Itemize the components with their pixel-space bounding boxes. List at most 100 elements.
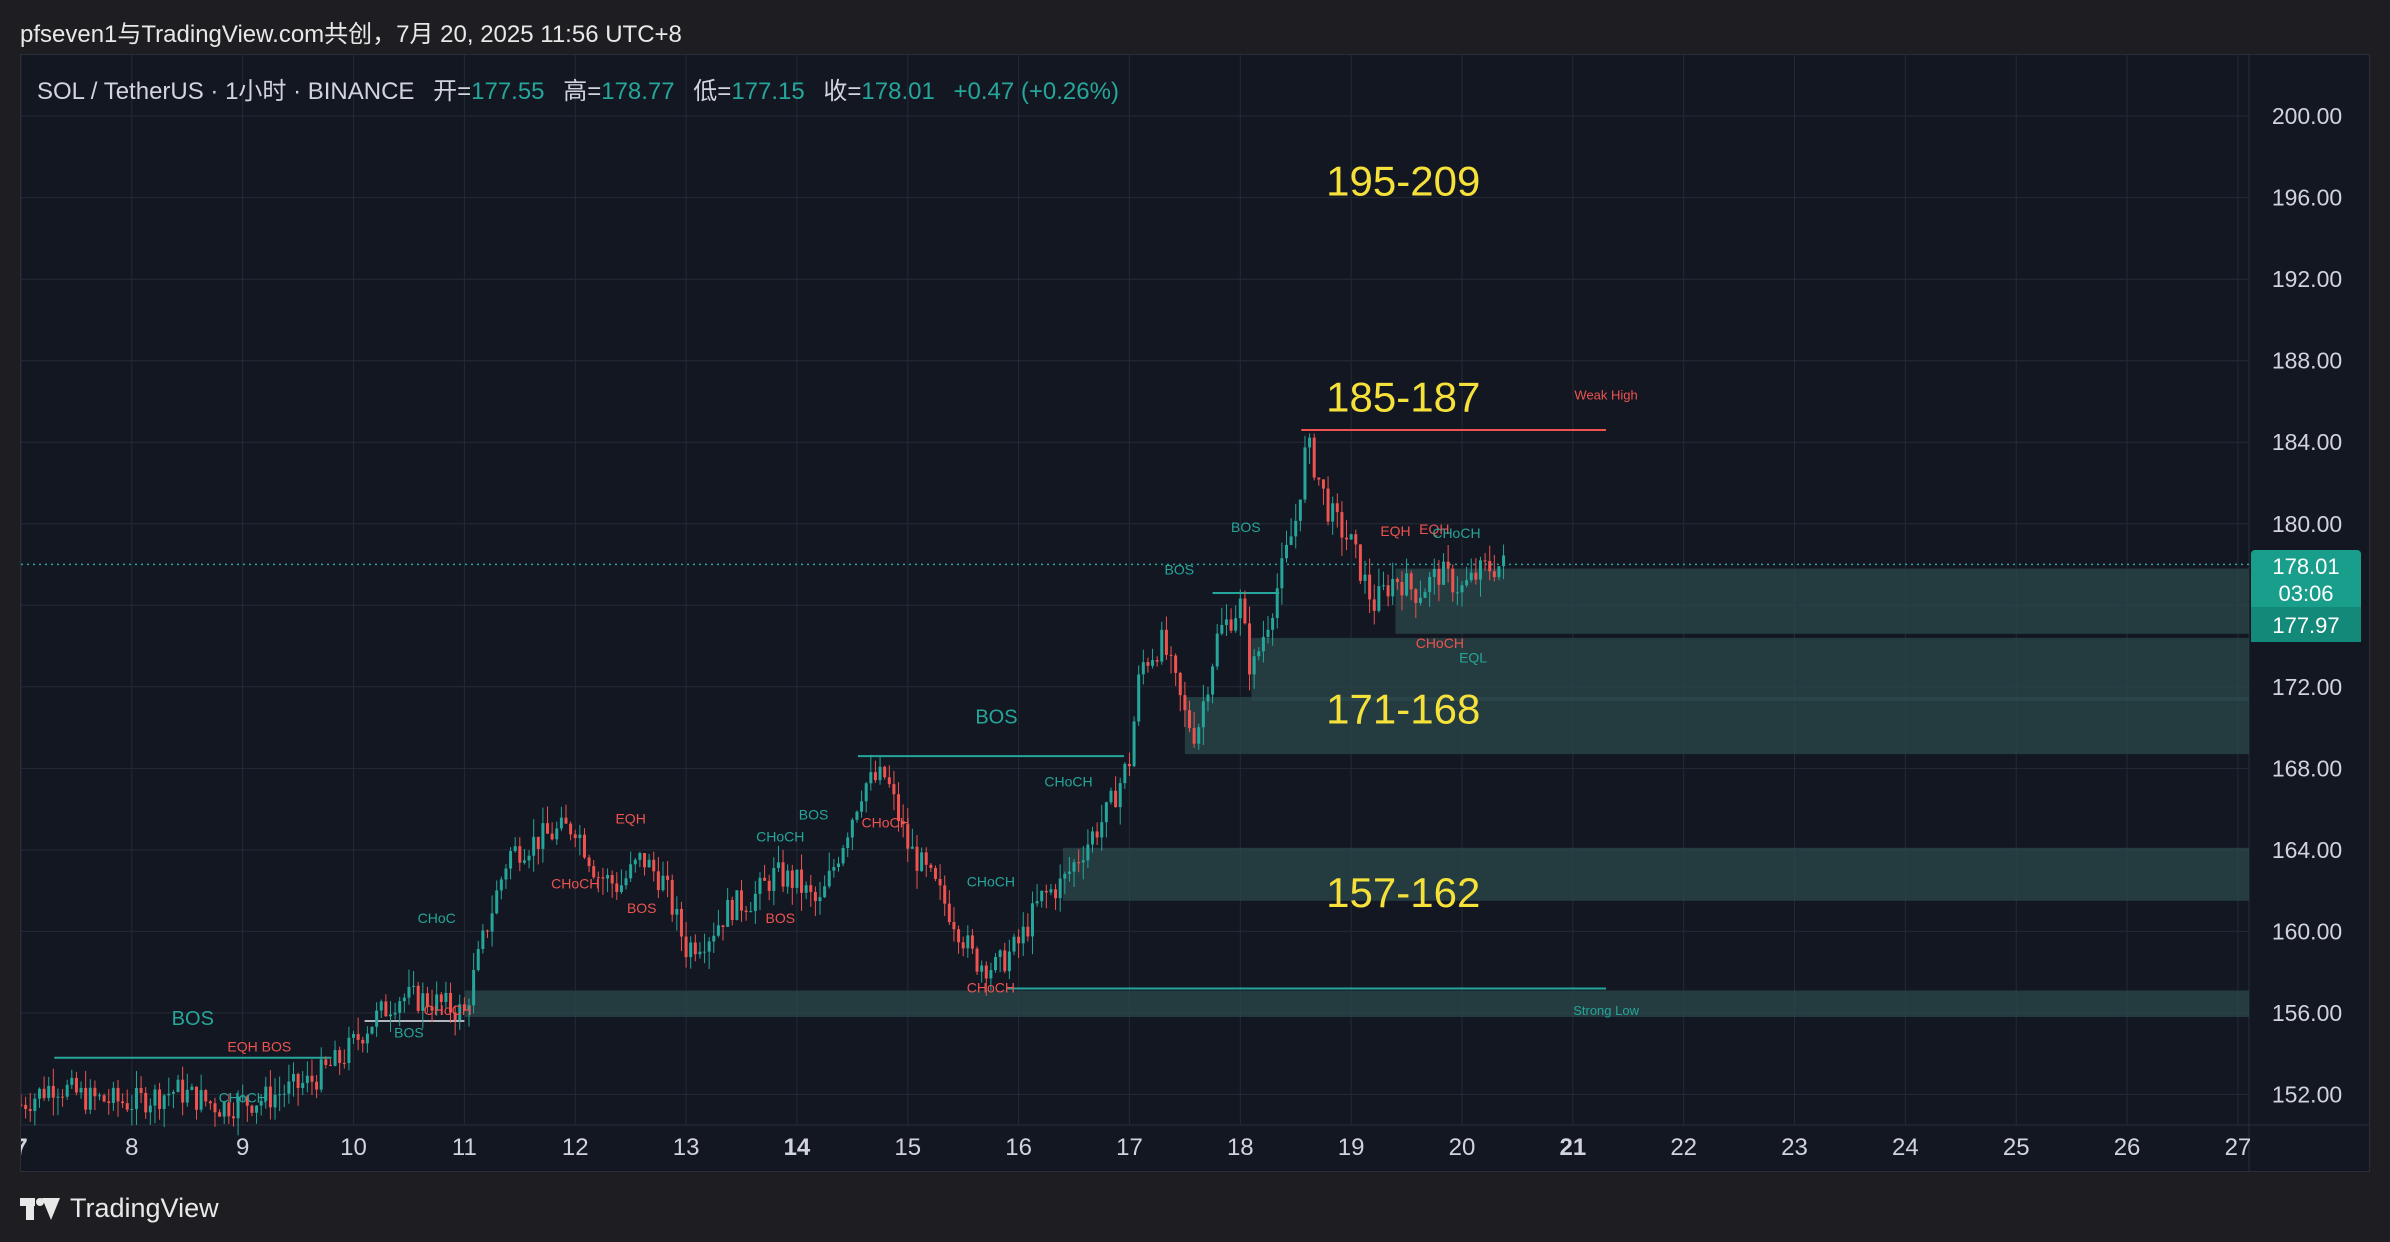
- candle-body: [1428, 576, 1432, 593]
- candle-body: [684, 936, 688, 958]
- candle-body: [65, 1084, 69, 1097]
- target-zone-label: 185-187: [1326, 374, 1480, 421]
- target-zone-label: 171-168: [1326, 685, 1480, 732]
- candle-body: [772, 867, 776, 891]
- candle-body: [1294, 520, 1298, 537]
- candle-body: [1132, 721, 1136, 767]
- candle-body: [1127, 763, 1131, 767]
- candle-body: [365, 1033, 369, 1044]
- candle-body: [301, 1083, 305, 1088]
- candle-body: [1395, 578, 1399, 582]
- candle-body: [208, 1101, 212, 1104]
- candle-body: [328, 1064, 332, 1066]
- candle-body: [375, 1010, 379, 1027]
- candle-body: [518, 846, 522, 863]
- candle-body: [278, 1094, 282, 1096]
- y-tick-label: 160.00: [2272, 918, 2342, 944]
- candle-body: [800, 869, 804, 893]
- structure-annotation: BOS: [394, 1024, 424, 1040]
- candle-body: [1469, 572, 1473, 581]
- candle-body: [541, 823, 545, 849]
- tradingview-footer[interactable]: TradingView: [20, 1193, 219, 1224]
- candle-body: [726, 899, 730, 927]
- candle-body: [449, 992, 453, 1013]
- candle-body: [994, 957, 998, 971]
- candle-body: [1474, 572, 1478, 580]
- candle-body: [361, 1039, 365, 1044]
- x-axis[interactable]: 7 8 9 10 11 12 13 14 15 16 17 18 19 20 21 22 23 24 25 26 27: [21, 1134, 2251, 1161]
- candle-body: [1446, 561, 1450, 569]
- y-tick-label: 156.00: [2272, 1000, 2342, 1026]
- candle-body: [1340, 512, 1344, 538]
- candle-body: [753, 893, 757, 912]
- candle-body: [171, 1091, 175, 1094]
- candle-body: [1044, 890, 1048, 893]
- ohlc-legend[interactable]: SOL / TetherUS · 1小时 · BINANCE 开=177.55 …: [37, 71, 1119, 106]
- candle-body: [393, 1012, 397, 1015]
- candle-body: [957, 929, 961, 943]
- candle-body: [587, 857, 591, 867]
- candle-body: [1321, 479, 1325, 489]
- candle-body: [1418, 597, 1422, 603]
- candle-body: [1405, 573, 1409, 596]
- order-block-zone: [1395, 568, 2249, 634]
- candle-body: [666, 875, 670, 881]
- candle-body: [869, 772, 873, 784]
- candle-body: [1123, 763, 1127, 784]
- candle-body: [28, 1109, 32, 1111]
- candle-body: [130, 1109, 134, 1111]
- x-tick-label: 17: [1116, 1134, 1143, 1161]
- candle-body: [264, 1086, 268, 1101]
- candle-body: [749, 911, 753, 913]
- candle-body: [656, 871, 660, 891]
- candle-body: [536, 836, 540, 849]
- candle-body: [1072, 862, 1076, 872]
- candle-body: [619, 885, 623, 892]
- candle-body: [938, 879, 942, 886]
- candle-body: [1067, 871, 1071, 874]
- candle-body: [1432, 568, 1436, 577]
- candle-body: [716, 925, 720, 936]
- candle-body: [1400, 581, 1404, 596]
- candle-body: [1178, 672, 1182, 696]
- structure-annotation: CHoCH: [1044, 774, 1092, 790]
- symbol-label[interactable]: SOL / TetherUS · 1小时 · BINANCE: [37, 78, 415, 105]
- order-block-zone: [1251, 637, 2249, 702]
- candle-body: [1192, 728, 1196, 744]
- candle-body: [287, 1081, 291, 1094]
- candle-body: [1012, 936, 1016, 952]
- candle-body: [1497, 566, 1501, 578]
- candle-body: [255, 1105, 259, 1113]
- candle-body: [458, 1004, 462, 1021]
- candle-body: [1372, 599, 1376, 611]
- candle-body: [402, 997, 406, 1002]
- chart-panel[interactable]: BOS BOS BOS EQH BOS CHoCH CHoC CHoCH CHoCH EQH BO…: [20, 54, 2370, 1172]
- candle-body: [1414, 589, 1418, 603]
- candle-body: [1211, 666, 1215, 695]
- y-axis[interactable]: 200.00196.00192.00188.00184.00180.00176.…: [2272, 103, 2342, 1107]
- candle-body: [1488, 560, 1492, 572]
- candle-body: [1284, 544, 1288, 559]
- candle-body: [370, 1026, 374, 1034]
- candle-body: [633, 859, 637, 865]
- candle-body: [416, 985, 420, 1011]
- candle-body: [282, 1093, 286, 1095]
- candle-body: [1234, 618, 1238, 631]
- candle-body: [1160, 629, 1164, 662]
- y-tick-label: 184.00: [2272, 429, 2342, 455]
- candle-body: [1298, 499, 1302, 521]
- candle-body: [643, 853, 647, 868]
- candle-body: [559, 817, 563, 829]
- candle-body: [1017, 936, 1021, 944]
- candle-body: [883, 766, 887, 778]
- structure-annotation: EQH BOS: [227, 1039, 291, 1055]
- candle-body: [1312, 437, 1316, 478]
- structure-annotation: CHoCH: [424, 1002, 472, 1018]
- x-tick-label: 12: [562, 1134, 589, 1161]
- structure-annotation: BOS: [766, 910, 796, 926]
- candle-body: [79, 1087, 83, 1093]
- candle-body: [573, 834, 577, 839]
- candle-body: [1368, 574, 1372, 600]
